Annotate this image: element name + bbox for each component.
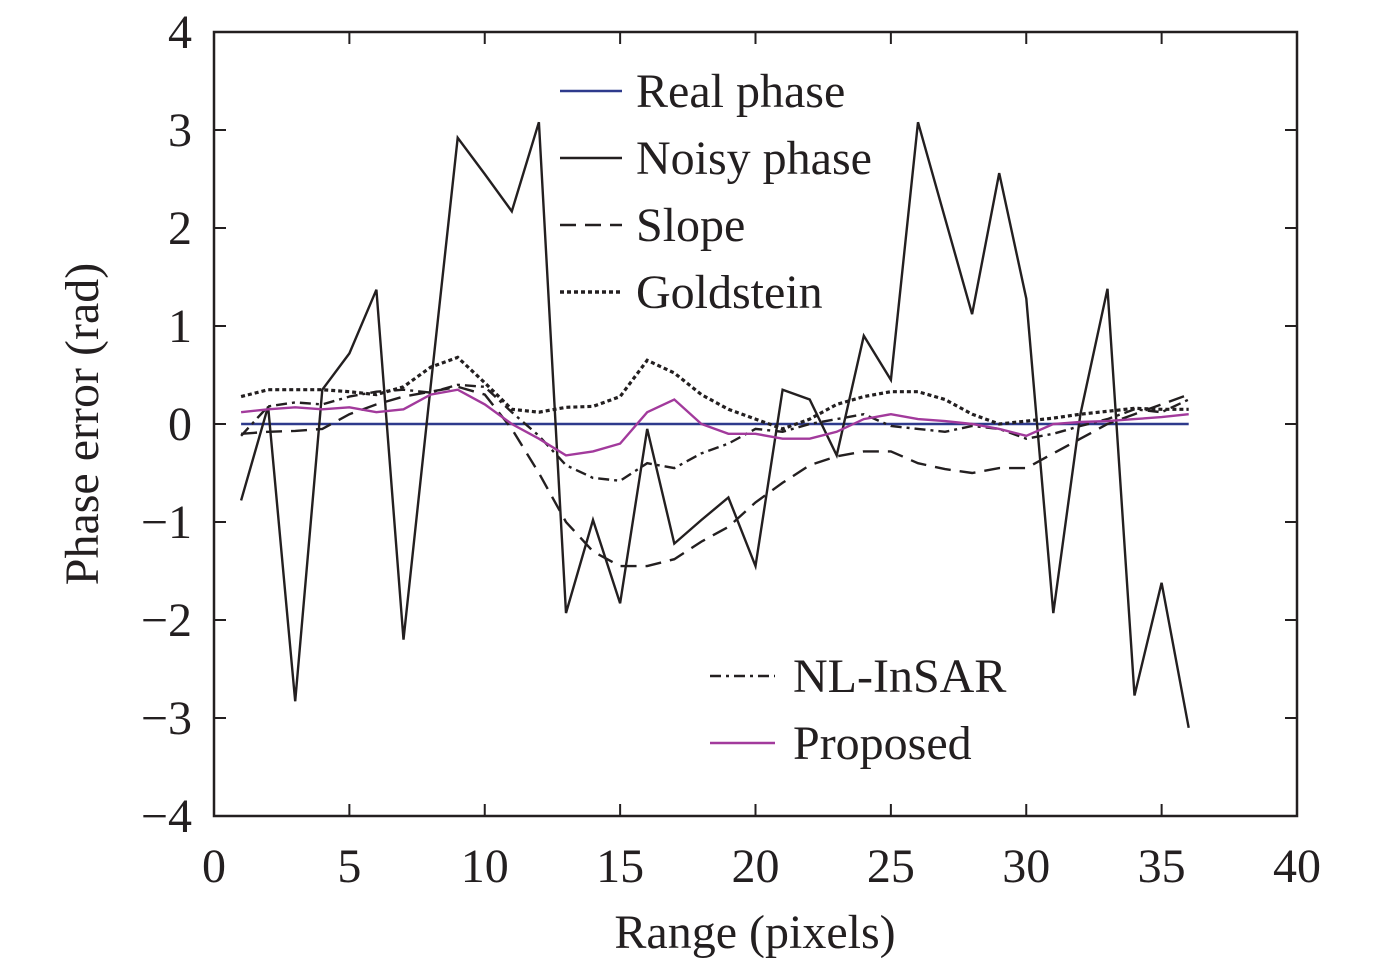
y-tick-label: −3 [141,692,192,745]
x-tick-label: 0 [202,840,226,893]
legend: Real phase Noisy phase Slope Goldstein NL-In… [560,65,1006,770]
y-tick-label: 0 [168,398,192,451]
y-tick-label: 4 [168,6,192,59]
x-tick-label: 30 [1002,840,1050,893]
series-layer [239,121,1190,729]
series-line-proposed [240,388,1189,457]
series-line-slope [241,385,1190,568]
x-tick-label: 20 [732,840,780,893]
legend-label-proposed: Proposed [793,717,972,770]
x-tick-label: 40 [1273,840,1321,893]
x-tick-label: 25 [867,840,915,893]
legend-label-slope: Slope [636,199,745,252]
y-axis-label: Phase error (rad) [56,263,109,586]
y-tick-label: 3 [168,104,192,157]
series-line-nl-insar [240,383,1190,483]
x-tick-label: 35 [1138,840,1186,893]
x-tick-label: 5 [337,840,361,893]
legend-label-goldstein: Goldstein [636,266,823,319]
axes-layer: 0 5 10 15 20 25 30 35 40 −4 −3 −2 −1 0 1 2 3 4 [141,6,1321,893]
x-tick-label: 10 [461,840,509,893]
x-axis-label: Range (pixels) [614,906,895,959]
y-tick-label: −1 [141,496,192,549]
y-tick-label: −4 [141,790,192,843]
series-line-noisy-phase [239,121,1190,729]
y-tick-label: 2 [168,202,192,255]
legend-label-nl-insar: NL-InSAR [793,650,1006,703]
y-tick-label: 1 [168,300,192,353]
legend-label-noisy-phase: Noisy phase [636,132,872,185]
legend-label-real-phase: Real phase [636,65,845,118]
y-tick-label: −2 [141,594,192,647]
x-tick-label: 15 [596,840,644,893]
